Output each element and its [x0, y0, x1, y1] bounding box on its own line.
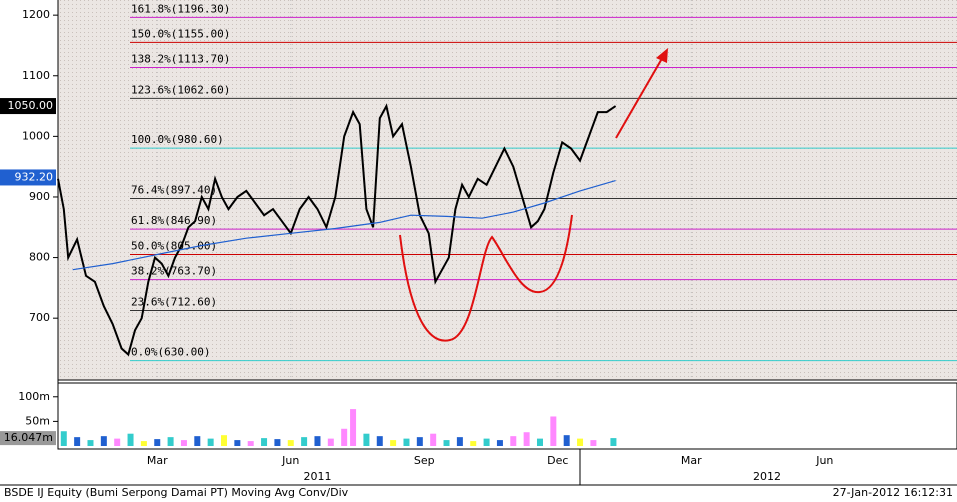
volume-bar — [154, 439, 161, 446]
volume-bar — [140, 441, 147, 446]
volume-bar — [350, 409, 357, 446]
last-value-tag — [0, 169, 56, 186]
price-line — [57, 103, 617, 357]
volume-bar — [536, 438, 543, 446]
x-tick-label: Mar — [681, 454, 702, 467]
volume-bar — [100, 436, 107, 446]
volume-bar — [87, 440, 94, 446]
volume-bar — [287, 440, 294, 446]
year-label: 2012 — [753, 470, 781, 483]
fib-label: 50.0%(805.00) — [131, 240, 217, 253]
volume-bar — [60, 431, 67, 446]
volume-bar — [327, 438, 334, 446]
volume-bar — [274, 439, 281, 446]
pattern-annotation — [399, 214, 573, 342]
x-tick-label: Mar — [147, 454, 168, 467]
volume-bar — [483, 438, 490, 446]
volume-bar — [314, 436, 321, 446]
x-tick-label: Sep — [414, 454, 435, 467]
volume-bar — [430, 433, 437, 446]
fib-label: 138.2%(1113.70) — [131, 52, 230, 65]
y-tick-label: 900 — [29, 190, 50, 203]
volume-bar — [363, 433, 370, 446]
volume-bar — [127, 433, 134, 446]
volume-bar — [610, 438, 617, 446]
fib-label: 23.6%(712.60) — [131, 296, 217, 309]
y-tick-label: 1200 — [22, 8, 50, 21]
volume-bar — [510, 436, 517, 446]
footer-timestamp: 27-Jan-2012 16:12:31 — [833, 486, 953, 499]
moving-average — [72, 180, 616, 271]
x-tick-label: Dec — [547, 454, 568, 467]
volume-bar — [180, 440, 187, 446]
volume-bar — [563, 435, 570, 446]
year-label: 2011 — [303, 470, 331, 483]
fib-label: 38.2%(763.70) — [131, 265, 217, 278]
fib-label: 0.0%(630.00) — [131, 346, 210, 359]
fib-label: 61.8%(846.90) — [131, 214, 217, 227]
y-tick-label: 50m — [25, 414, 50, 427]
volume-bar — [496, 440, 503, 446]
volume-bar — [456, 437, 463, 446]
fib-label: 76.4%(897.40) — [131, 184, 217, 197]
plot: 700 800 900 1000 1100 1200 Mar Jun Sep Dec Mar Jun 2… — [0, 0, 957, 483]
fib-label: 100.0%(980.60) — [131, 133, 224, 146]
fib-label: 150.0%(1155.00) — [131, 27, 230, 40]
y-tick-label: 700 — [29, 311, 50, 324]
volume-bar — [341, 428, 348, 446]
y-tick-label: 800 — [29, 251, 50, 264]
last-volume-tag — [0, 431, 56, 446]
y-tick-label: 1000 — [22, 129, 50, 142]
volume-bar — [301, 437, 308, 446]
volume-bar — [261, 438, 268, 446]
last-value-label: 932.20 — [15, 170, 54, 183]
volume-bar — [234, 440, 241, 446]
volume-bar — [416, 437, 423, 446]
volume-bar — [443, 440, 450, 446]
x-tick-label: Jun — [815, 454, 833, 467]
arrow-head — [656, 48, 668, 63]
volume-bar — [590, 440, 597, 446]
price-panel — [58, 0, 957, 380]
fib-label: 161.8%(1196.30) — [131, 2, 230, 15]
volume-bar — [74, 437, 81, 446]
volume-bar — [247, 441, 254, 446]
volume-bar — [390, 440, 397, 446]
volume-bar — [114, 438, 121, 446]
volume-bar — [403, 438, 410, 446]
x-tick-label: Jun — [281, 454, 299, 467]
last-volume-label: 16.047m — [4, 431, 53, 444]
volume-bar — [550, 416, 557, 446]
volume-bar — [194, 436, 201, 446]
volume-bar — [577, 438, 584, 446]
fib-label: 123.6%(1062.60) — [131, 83, 230, 96]
volume-panel — [57, 382, 957, 450]
y-tick-label: 1100 — [22, 69, 50, 82]
volume-bar — [207, 438, 214, 446]
volume-bar — [376, 436, 383, 446]
volume-bar — [523, 432, 530, 446]
volume-bar — [167, 437, 174, 446]
volume-bar — [470, 441, 477, 446]
volume-bar — [221, 435, 228, 446]
last-value-tag — [0, 98, 56, 115]
y-tick-label: 100m — [18, 390, 50, 403]
last-value-label: 1050.00 — [8, 99, 54, 112]
arrow — [615, 54, 665, 139]
footer-title: BSDE IJ Equity (Bumi Serpong Damai PT) M… — [4, 486, 349, 499]
